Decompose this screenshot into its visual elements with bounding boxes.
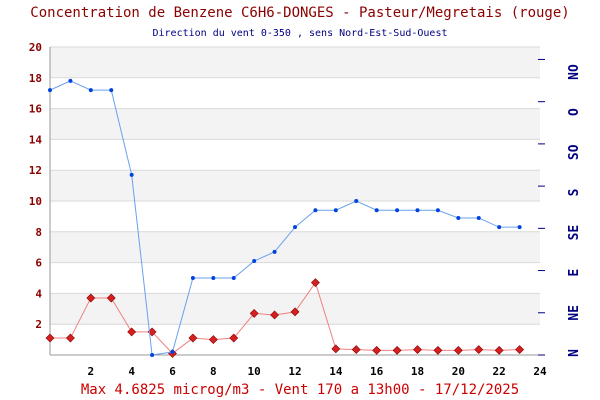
y2-tick-label: O bbox=[567, 108, 582, 116]
x-tick-label: 10 bbox=[248, 365, 261, 378]
wind-data-point bbox=[129, 172, 134, 177]
chart-subtitle: Direction du vent 0-350 , sens Nord-Est-… bbox=[152, 28, 448, 39]
wind-data-point bbox=[88, 88, 93, 93]
wind-data-point bbox=[395, 208, 400, 213]
grid-band bbox=[50, 108, 540, 140]
benzene-data-point bbox=[433, 345, 443, 355]
grid-band bbox=[50, 170, 540, 201]
y-tick-label: 10 bbox=[29, 195, 42, 208]
x-tick-label: 16 bbox=[370, 365, 384, 378]
y2-tick-label: SE bbox=[567, 225, 582, 241]
x-tick-label: 14 bbox=[329, 365, 343, 378]
benzene-data-point bbox=[45, 333, 55, 343]
benzene-data-point bbox=[249, 308, 259, 318]
x-tick-label: 24 bbox=[533, 365, 547, 378]
benzene-data-point bbox=[413, 345, 422, 355]
y-tick-label: 20 bbox=[29, 41, 42, 54]
benzene-data-point bbox=[372, 345, 382, 355]
x-tick-label: 6 bbox=[169, 365, 176, 378]
wind-data-point bbox=[415, 208, 420, 213]
chart-footer-summary: Max 4.6825 microg/m3 - Vent 170 a 13h00 … bbox=[80, 382, 520, 398]
wind-data-point bbox=[333, 208, 338, 213]
wind-data-point bbox=[190, 276, 195, 280]
wind-data-point bbox=[354, 199, 359, 203]
benzene-data-point bbox=[474, 345, 484, 355]
benzene-data-point bbox=[65, 333, 75, 343]
wind-data-point bbox=[68, 78, 73, 83]
x-tick-label: 12 bbox=[288, 365, 301, 378]
wind-data-point bbox=[456, 215, 461, 220]
wind-data-point bbox=[170, 349, 175, 354]
x-tick-label: 8 bbox=[210, 365, 217, 378]
x-tick-label: 18 bbox=[411, 365, 424, 378]
wind-data-point bbox=[252, 259, 257, 264]
wind-data-point bbox=[231, 276, 236, 280]
y-tick-label: 4 bbox=[35, 287, 42, 300]
y-tick-label: 18 bbox=[29, 72, 42, 85]
grid-band bbox=[50, 47, 540, 78]
benzene-data-point bbox=[392, 345, 402, 355]
benzene-data-point bbox=[188, 333, 198, 343]
wind-data-point bbox=[272, 249, 277, 254]
y-tick-label: 16 bbox=[29, 103, 43, 116]
y2-tick-label: NE bbox=[567, 305, 582, 321]
x-tick-label: 4 bbox=[128, 365, 135, 378]
y2-tick-label: N bbox=[567, 349, 582, 357]
benzene-data-point bbox=[127, 327, 137, 337]
benzene-data-point bbox=[351, 345, 361, 355]
wind-data-point bbox=[313, 208, 318, 213]
x-tick-label: 2 bbox=[88, 365, 95, 378]
benzene-data-point bbox=[106, 293, 116, 303]
y2-tick-label: NO bbox=[567, 64, 582, 80]
wind-data-point bbox=[435, 208, 440, 213]
benzene-data-point bbox=[515, 345, 525, 355]
benzene-data-point bbox=[86, 293, 96, 303]
grid-band bbox=[50, 231, 540, 263]
wind-data-point bbox=[293, 225, 297, 230]
y2-tick-label: SO bbox=[567, 144, 582, 160]
benzene-data-point bbox=[208, 335, 218, 345]
benzene-data-point bbox=[310, 278, 320, 288]
benzene-data-point bbox=[229, 333, 239, 343]
wind-data-point bbox=[497, 225, 502, 230]
y2-tick-label: S bbox=[567, 188, 582, 196]
benzene-data-point bbox=[494, 345, 504, 355]
benzene-data-point bbox=[453, 345, 463, 355]
wind-data-point bbox=[517, 225, 522, 230]
wind-series-line bbox=[49, 80, 520, 356]
y-tick-label: 14 bbox=[29, 133, 43, 146]
y-tick-label: 8 bbox=[35, 226, 42, 239]
x-tick-label: 22 bbox=[493, 365, 506, 378]
wind-data-point bbox=[211, 276, 216, 280]
y-tick-label: 2 bbox=[35, 318, 42, 331]
wind-data-point bbox=[48, 88, 52, 93]
benzene-data-point bbox=[270, 310, 280, 320]
benzene-data-point bbox=[290, 307, 300, 317]
wind-data-point bbox=[109, 88, 114, 93]
wind-data-point bbox=[150, 353, 155, 357]
wind-data-point bbox=[374, 208, 379, 213]
y-tick-label: 12 bbox=[29, 164, 42, 177]
wind-data-point bbox=[476, 215, 481, 220]
benzene-data-point bbox=[331, 344, 341, 354]
y2-tick-label: E bbox=[567, 269, 582, 277]
x-tick-label: 20 bbox=[452, 365, 465, 378]
y-tick-label: 6 bbox=[35, 257, 42, 270]
chart-title: Concentration de Benzene C6H6-DONGES - P… bbox=[30, 5, 570, 21]
